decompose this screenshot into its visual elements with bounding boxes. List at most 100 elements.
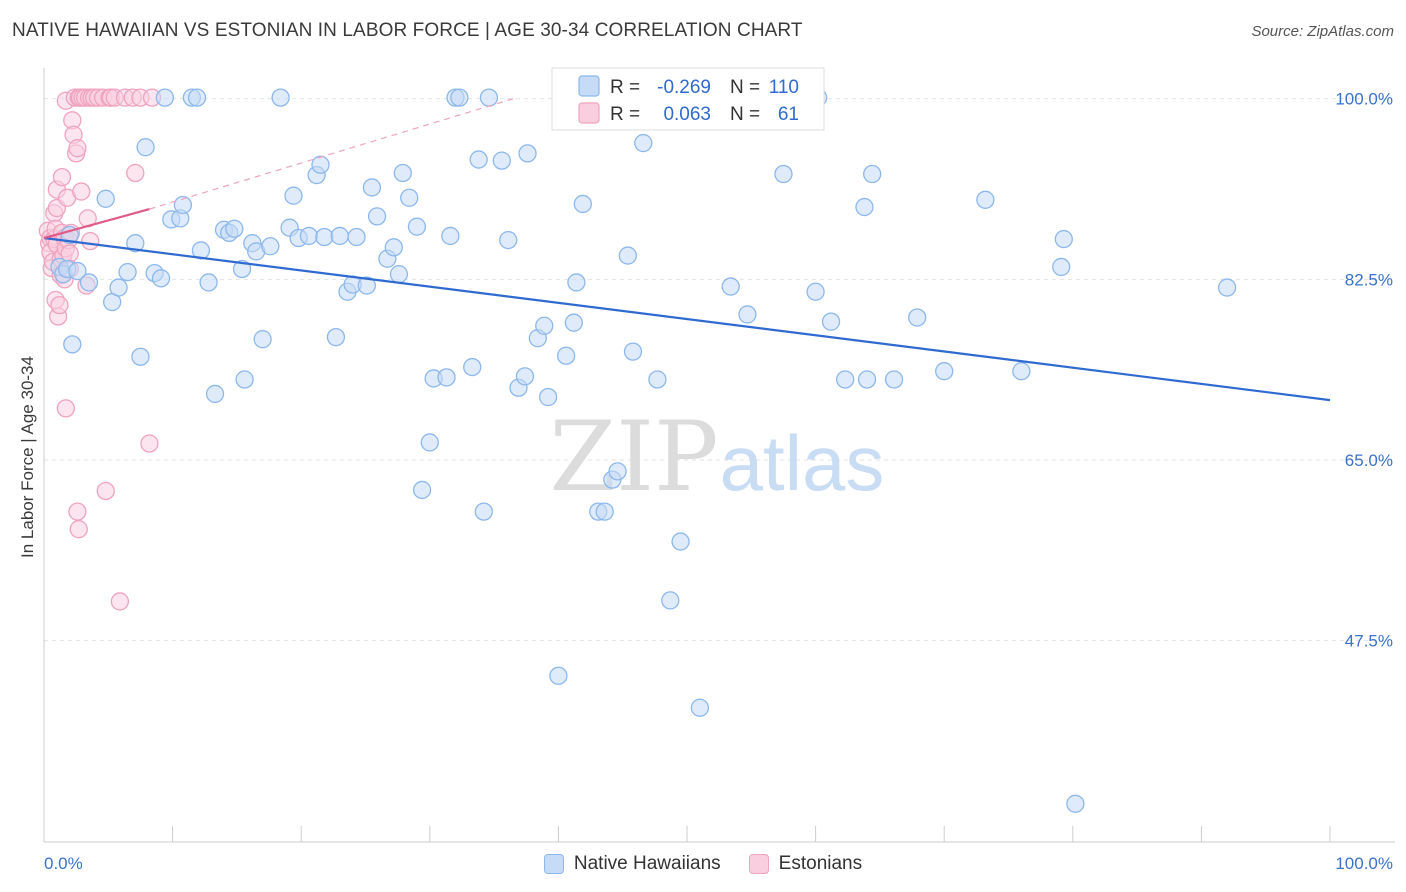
native-hawaiians-point xyxy=(976,190,995,209)
native-hawaiians-point xyxy=(608,462,627,481)
native-hawaiians-point xyxy=(187,88,207,107)
native-hawaiians-point xyxy=(151,269,171,288)
native-hawaiians-point xyxy=(330,226,349,246)
native-hawaiians-point xyxy=(806,282,825,301)
native-hawaiians-point xyxy=(63,335,82,354)
native-hawaiians-point xyxy=(118,262,137,282)
estonians-point xyxy=(110,592,130,611)
native-hawaiians-point xyxy=(412,480,432,500)
chart-title: NATIVE HAWAIIAN VS ESTONIAN IN LABOR FOR… xyxy=(12,20,803,41)
native-hawaiians-point xyxy=(347,227,366,247)
native-hawaiians-point xyxy=(437,368,456,387)
stats-r-value-blue: -0.269 xyxy=(657,77,711,98)
native-hawaiians-point xyxy=(538,387,558,407)
estonians-point xyxy=(68,502,87,521)
native-hawaiians-point xyxy=(155,88,175,107)
native-hawaiians-point xyxy=(407,217,427,236)
estonians-point xyxy=(56,399,76,418)
source-credit: Source: ZipAtlas.com xyxy=(1251,23,1394,40)
estonians-point xyxy=(69,520,88,539)
native-hawaiians-point xyxy=(362,178,382,197)
x-tick-label: 0.0% xyxy=(44,854,83,873)
native-hawaiians-point xyxy=(634,133,653,153)
native-hawaiians-point xyxy=(131,347,150,366)
native-hawaiians-point xyxy=(1054,229,1073,249)
y-tick-label: 65.0% xyxy=(1345,451,1393,470)
estonians-point xyxy=(52,167,72,187)
estonians-point xyxy=(140,434,159,453)
native-hawaiians-point xyxy=(661,591,680,610)
native-hawaiians-point xyxy=(271,88,290,107)
native-hawaiians-point xyxy=(499,230,518,250)
native-hawaiians-point xyxy=(389,265,409,284)
native-hawaiians-point xyxy=(935,362,954,381)
stats-r-label-blue: R = xyxy=(610,77,640,98)
stats-swatch-pink xyxy=(578,102,600,124)
native-hawaiians-point xyxy=(518,144,537,163)
native-hawaiians-point xyxy=(326,327,346,347)
x-tick-label: 100.0% xyxy=(1335,854,1393,873)
stats-n-value-pink: 61 xyxy=(778,104,799,125)
y-tick-label: 47.5% xyxy=(1345,632,1393,651)
native-hawaiians-points xyxy=(50,88,1237,813)
watermark-zip: ZIP xyxy=(549,401,718,513)
legend-item-estonians: Estonians xyxy=(748,853,863,875)
native-hawaiians-point xyxy=(1052,257,1071,277)
native-hawaiians-point xyxy=(284,186,303,205)
stats-n-label-pink: N = xyxy=(730,104,760,125)
stats-r-value-pink: 0.063 xyxy=(663,104,711,125)
native-hawaiians-point xyxy=(857,370,877,389)
native-hawaiians-point xyxy=(1066,794,1085,813)
estonians-point xyxy=(72,182,91,201)
legend-label: Estonians xyxy=(778,853,863,874)
native-hawaiians-point xyxy=(235,370,254,389)
native-hawaiians-point xyxy=(908,308,927,327)
native-hawaiians-point xyxy=(595,502,614,521)
native-hawaiians-point xyxy=(367,207,387,226)
native-hawaiians-point xyxy=(420,433,439,452)
legend-item-native-hawaiians: Native Hawaiians xyxy=(543,853,721,875)
native-hawaiians-point xyxy=(549,666,568,685)
native-hawaiians-point xyxy=(315,227,334,247)
native-hawaiians-point xyxy=(225,219,244,238)
native-hawaiians-point xyxy=(821,312,841,331)
native-hawaiians-point xyxy=(205,384,225,404)
native-hawaiians-point xyxy=(1012,362,1031,381)
legend-swatch-blue xyxy=(543,854,564,874)
legend-swatch-pink xyxy=(748,854,769,874)
native-hawaiians-point xyxy=(261,237,280,256)
stats-r-label-pink: R = xyxy=(610,104,640,125)
native-hawaiians-point xyxy=(855,197,874,217)
native-hawaiians-point xyxy=(357,276,376,295)
native-hawaiians-point xyxy=(126,234,145,253)
native-hawaiians-point xyxy=(564,313,583,332)
native-hawaiians-point xyxy=(479,88,499,107)
native-hawaiians-point xyxy=(492,151,511,170)
native-hawaiians-point xyxy=(469,150,488,169)
native-hawaiians-point xyxy=(253,330,272,349)
native-hawaiians-point xyxy=(173,195,193,215)
native-hawaiians-point xyxy=(68,261,87,281)
native-hawaiians-point xyxy=(836,370,855,389)
native-hawaiians-point xyxy=(1217,278,1237,297)
estonians-point xyxy=(81,231,100,251)
native-hawaiians-point xyxy=(671,532,690,551)
axes xyxy=(43,68,1395,843)
estonians-trend-extension xyxy=(149,98,514,210)
stats-box: R = -0.269 N = 110 R = 0.063 N = 61 xyxy=(551,67,825,131)
estonians-point xyxy=(96,481,115,501)
native-hawaiians-point xyxy=(400,188,419,207)
native-hawaiians-point xyxy=(393,163,412,183)
native-hawaiians-point xyxy=(384,238,403,257)
watermark: ZIP atlas xyxy=(549,401,884,513)
native-hawaiians-trend-line xyxy=(43,236,1331,402)
tick-labels: 100.0% 82.5% 65.0% 47.5% 0.0% 100.0% xyxy=(44,90,1393,873)
y-tick-label: 100.0% xyxy=(1335,90,1393,109)
trend-lines xyxy=(43,98,1331,402)
native-hawaiians-point xyxy=(311,155,330,174)
native-hawaiians-point xyxy=(618,246,637,265)
native-hawaiians-point xyxy=(474,502,493,521)
native-hawaiians-point xyxy=(556,346,576,365)
native-hawaiians-point xyxy=(535,316,554,335)
